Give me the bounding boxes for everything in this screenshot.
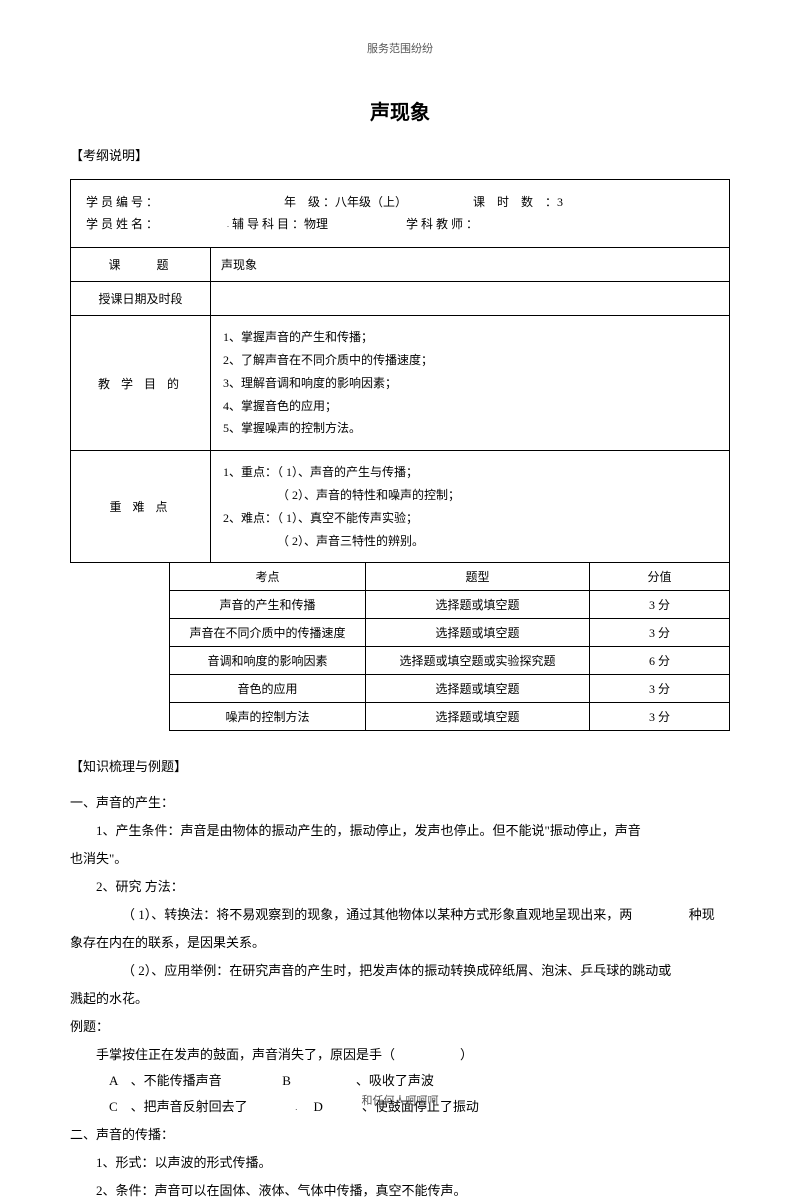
date-label: 授课日期及时段 bbox=[71, 282, 211, 316]
cell: 3 分 bbox=[590, 703, 730, 731]
page-footer: 和任何人呵呵呵 bbox=[0, 1092, 800, 1108]
cell: 选择题或填空题 bbox=[366, 675, 590, 703]
option-b: B 、吸收了声波 bbox=[282, 1073, 434, 1088]
cell: 选择题或填空题 bbox=[366, 703, 590, 731]
para-3a: （ 1）、转换法：将不易观察到的现象，通过其他物体以某种方式形象直观地呈现出来，… bbox=[122, 907, 632, 922]
cell: 噪声的控制方法 bbox=[170, 703, 366, 731]
section-exam-outline: 【考纲说明】 bbox=[70, 145, 730, 164]
cell: 选择题或填空题或实验探究题 bbox=[366, 647, 590, 675]
info-table: 学 员 编 号 ： 年 级 ：八年级（上） 课 时 数 ：3 学 员 姓 名 ：… bbox=[70, 179, 730, 563]
teacher-label: 学 科 教 师 ： bbox=[406, 217, 478, 231]
para-4: （ 2）、应用举例：在研究声音的产生时，把发声体的振动转换成碎纸屑、泡沫、乒乓球… bbox=[70, 958, 730, 984]
para-3c: 象存在内在的联系，是因果关系。 bbox=[70, 930, 730, 956]
objectives-label: 教 学 目 的 bbox=[71, 316, 211, 451]
para-4b: 溅起的水花。 bbox=[70, 986, 730, 1012]
table-row: 音色的应用 选择题或填空题 3 分 bbox=[170, 675, 730, 703]
para-6: 2、条件：声音可以在固体、液体、气体中传播，真空不能传声。 bbox=[70, 1178, 730, 1204]
para-3b: 种现 bbox=[689, 907, 715, 922]
cell: 声音在不同介质中的传播速度 bbox=[170, 619, 366, 647]
page-header: 服务范围纷纷 bbox=[70, 40, 730, 56]
exam-points-table: 考点 题型 分值 声音的产生和传播 选择题或填空题 3 分 声音在不同介质中的传… bbox=[169, 562, 730, 731]
option-a: A 、不能传播声音 bbox=[109, 1068, 279, 1094]
cell: 6 分 bbox=[590, 647, 730, 675]
exam-header-score: 分值 bbox=[590, 563, 730, 591]
student-id-label: 学 员 编 号 ： bbox=[86, 195, 158, 209]
topic-label: 课 题 bbox=[71, 248, 211, 282]
exam-header-type: 题型 bbox=[366, 563, 590, 591]
keypoints-label: 重 难 点 bbox=[71, 451, 211, 563]
example-label: 例题： bbox=[70, 1014, 730, 1040]
table-row: 声音的产生和传播 选择题或填空题 3 分 bbox=[170, 591, 730, 619]
keypoints-content: 1、重点：（ 1）、声音的产生与传播； （ 2）、声音的特性和噪声的控制；2、难… bbox=[211, 451, 730, 563]
cell: 3 分 bbox=[590, 675, 730, 703]
table-row: 声音在不同介质中的传播速度 选择题或填空题 3 分 bbox=[170, 619, 730, 647]
table-row: 噪声的控制方法 选择题或填空题 3 分 bbox=[170, 703, 730, 731]
para-2: 2、研究 方法： bbox=[70, 874, 730, 900]
example-question: 手掌按住正在发声的鼓面，声音消失了，原因是手（ ） bbox=[70, 1042, 730, 1068]
cell: 音色的应用 bbox=[170, 675, 366, 703]
cell: 声音的产生和传播 bbox=[170, 591, 366, 619]
hours-label: 课 时 数 ：3 bbox=[473, 195, 563, 209]
student-name-label: 学 员 姓 名 ： bbox=[86, 217, 158, 231]
date-value bbox=[211, 282, 730, 316]
subject-label: 辅 导 科 目 ：物理 bbox=[232, 217, 328, 231]
topic-value: 声现象 bbox=[211, 248, 730, 282]
heading-2: 二、声音的传播： bbox=[70, 1122, 730, 1148]
cell: 3 分 bbox=[590, 619, 730, 647]
grade-label: 年 级 ：八年级（上） bbox=[284, 195, 407, 209]
exam-header-point: 考点 bbox=[170, 563, 366, 591]
para-1b: 也消失"。 bbox=[70, 846, 730, 872]
objectives-content: 1、掌握声音的产生和传播；2、了解声音在不同介质中的传播速度；3、理解音调和响度… bbox=[211, 316, 730, 451]
cell: 3 分 bbox=[590, 591, 730, 619]
page-title: 声现象 bbox=[70, 96, 730, 125]
cell: 音调和响度的影响因素 bbox=[170, 647, 366, 675]
para-1: 1、产生条件：声音是由物体的振动产生的，振动停止，发声也停止。但不能说"振动停止… bbox=[96, 823, 641, 838]
para-5: 1、形式：以声波的形式传播。 bbox=[70, 1150, 730, 1176]
section-knowledge: 【知识梳理与例题】 bbox=[70, 756, 730, 775]
cell: 选择题或填空题 bbox=[366, 619, 590, 647]
cell: 选择题或填空题 bbox=[366, 591, 590, 619]
heading-1: 一、声音的产生： bbox=[70, 790, 730, 816]
table-row: 音调和响度的影响因素 选择题或填空题或实验探究题 6 分 bbox=[170, 647, 730, 675]
